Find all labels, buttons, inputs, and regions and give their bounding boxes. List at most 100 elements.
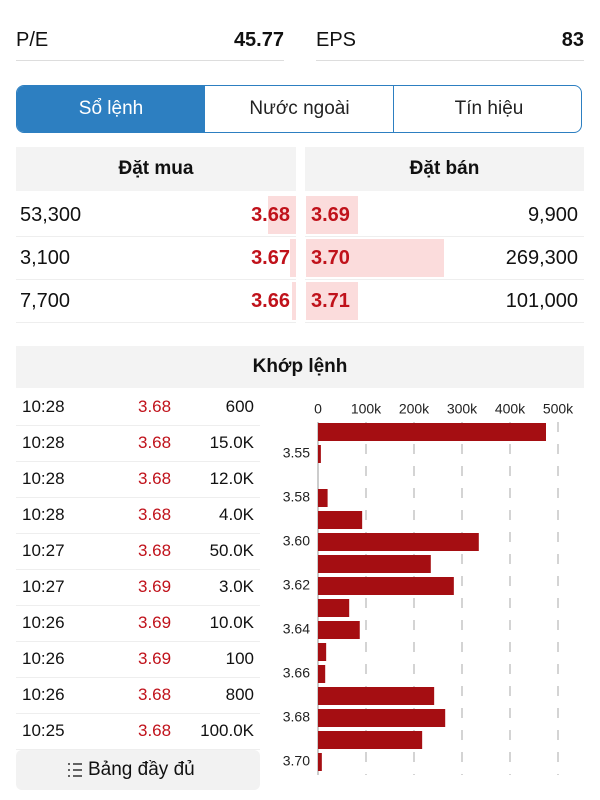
row-line	[305, 279, 584, 280]
y-tick-label: 3.64	[283, 621, 310, 637]
bar	[318, 621, 360, 639]
row-line	[16, 236, 296, 237]
tab[interactable]: Tín hiệu	[454, 98, 524, 119]
trade-price: 3.68	[138, 541, 172, 560]
trade-price: 3.69	[138, 577, 172, 596]
bar	[318, 665, 326, 683]
bar	[318, 753, 322, 771]
row-line	[16, 461, 260, 462]
sell-price: 3.69	[311, 204, 350, 226]
bar	[318, 533, 479, 551]
row-line	[16, 713, 260, 714]
y-tick-label: 3.58	[283, 489, 310, 505]
trade-time: 10:26	[22, 613, 65, 632]
y-tick-label: 3.60	[283, 533, 310, 549]
x-tick-label: 100k	[351, 401, 382, 417]
row-line	[16, 425, 260, 426]
buy-depth	[292, 282, 296, 320]
tab-bar	[16, 85, 582, 133]
list-icon	[68, 763, 82, 777]
buy-volume: 7,700	[20, 290, 71, 312]
buy-price: 3.68	[251, 204, 290, 226]
buy-volume: 3,100	[20, 247, 71, 269]
trade-price: 3.68	[138, 469, 172, 488]
trade-time: 10:27	[22, 577, 65, 596]
trade-time: 10:28	[22, 505, 65, 524]
trade-time: 10:28	[22, 433, 65, 452]
trade-price: 3.68	[138, 433, 172, 452]
trade-price: 3.68	[138, 397, 172, 416]
trade-volume: 15.0K	[209, 433, 254, 452]
row-line	[16, 641, 260, 642]
bar	[318, 709, 446, 727]
bar	[318, 687, 435, 705]
trade-price: 3.68	[138, 505, 172, 524]
row-line	[16, 605, 260, 606]
y-tick-label: 3.70	[283, 753, 310, 769]
y-tick-label: 3.55	[283, 445, 310, 461]
bar	[318, 643, 327, 661]
trade-price: 3.68	[138, 685, 172, 704]
stat-separator	[316, 60, 584, 61]
bar	[318, 555, 431, 573]
row-line	[16, 497, 260, 498]
row-line	[16, 279, 296, 280]
x-tick-label: 400k	[495, 401, 526, 417]
row-line	[305, 322, 584, 323]
trade-volume: 4.0K	[219, 505, 254, 524]
bar	[318, 489, 328, 507]
bar	[318, 511, 363, 529]
stat-value: 83	[561, 29, 584, 51]
row-line	[16, 322, 296, 323]
buy-volume: 53,300	[20, 204, 82, 226]
buy-depth	[268, 196, 296, 234]
trade-price: 3.69	[138, 649, 172, 668]
trade-volume: 50.0K	[209, 541, 254, 560]
bar	[318, 599, 350, 617]
sell-header: Đặt bán	[305, 147, 584, 191]
bar	[318, 445, 321, 463]
tab[interactable]: Nước ngoài	[206, 86, 394, 132]
trade-time: 10:26	[22, 649, 65, 668]
sell-price: 3.71	[311, 290, 350, 312]
trade-volume: 100.0K	[200, 721, 254, 740]
stat-label: EPS	[316, 29, 357, 51]
trade-time: 10:28	[22, 397, 65, 416]
sell-depth	[306, 239, 444, 277]
x-tick-label: 0	[314, 401, 322, 417]
trade-time: 10:26	[22, 685, 65, 704]
full-table-button[interactable]: Bảng đầy đủ	[16, 750, 260, 790]
sell-volume: 101,000	[505, 290, 578, 312]
sell-price: 3.70	[311, 247, 350, 269]
buy-price: 3.67	[251, 247, 290, 269]
tab[interactable]: Sổ lệnh	[17, 86, 205, 132]
trade-volume: 600	[225, 397, 254, 416]
sell-depth	[306, 196, 358, 234]
bar	[318, 423, 546, 441]
trade-volume: 12.0K	[209, 469, 254, 488]
stat-value: 45.77	[233, 29, 284, 51]
trade-time: 10:28	[22, 469, 65, 488]
trade-volume: 10.0K	[209, 613, 254, 632]
trade-price: 3.69	[138, 613, 172, 632]
y-tick-label: 3.66	[283, 665, 310, 681]
row-line	[16, 749, 260, 750]
buy-depth	[290, 239, 296, 277]
y-tick-label: 3.62	[283, 577, 310, 593]
sell-depth	[306, 282, 358, 320]
trade-volume: 100	[225, 649, 254, 668]
row-line	[305, 236, 584, 237]
buy-header: Đặt mua	[16, 147, 296, 191]
trade-time: 10:25	[22, 721, 65, 740]
trade-volume: 3.0K	[219, 577, 254, 596]
matched-header: Khớp lệnh	[16, 346, 584, 388]
sell-volume: 9,900	[527, 204, 578, 226]
row-line	[16, 569, 260, 570]
trade-price: 3.68	[138, 721, 172, 740]
stat-label: P/E	[16, 29, 49, 51]
stat-separator	[16, 60, 284, 61]
sell-volume: 269,300	[505, 247, 578, 269]
row-line	[16, 533, 260, 534]
